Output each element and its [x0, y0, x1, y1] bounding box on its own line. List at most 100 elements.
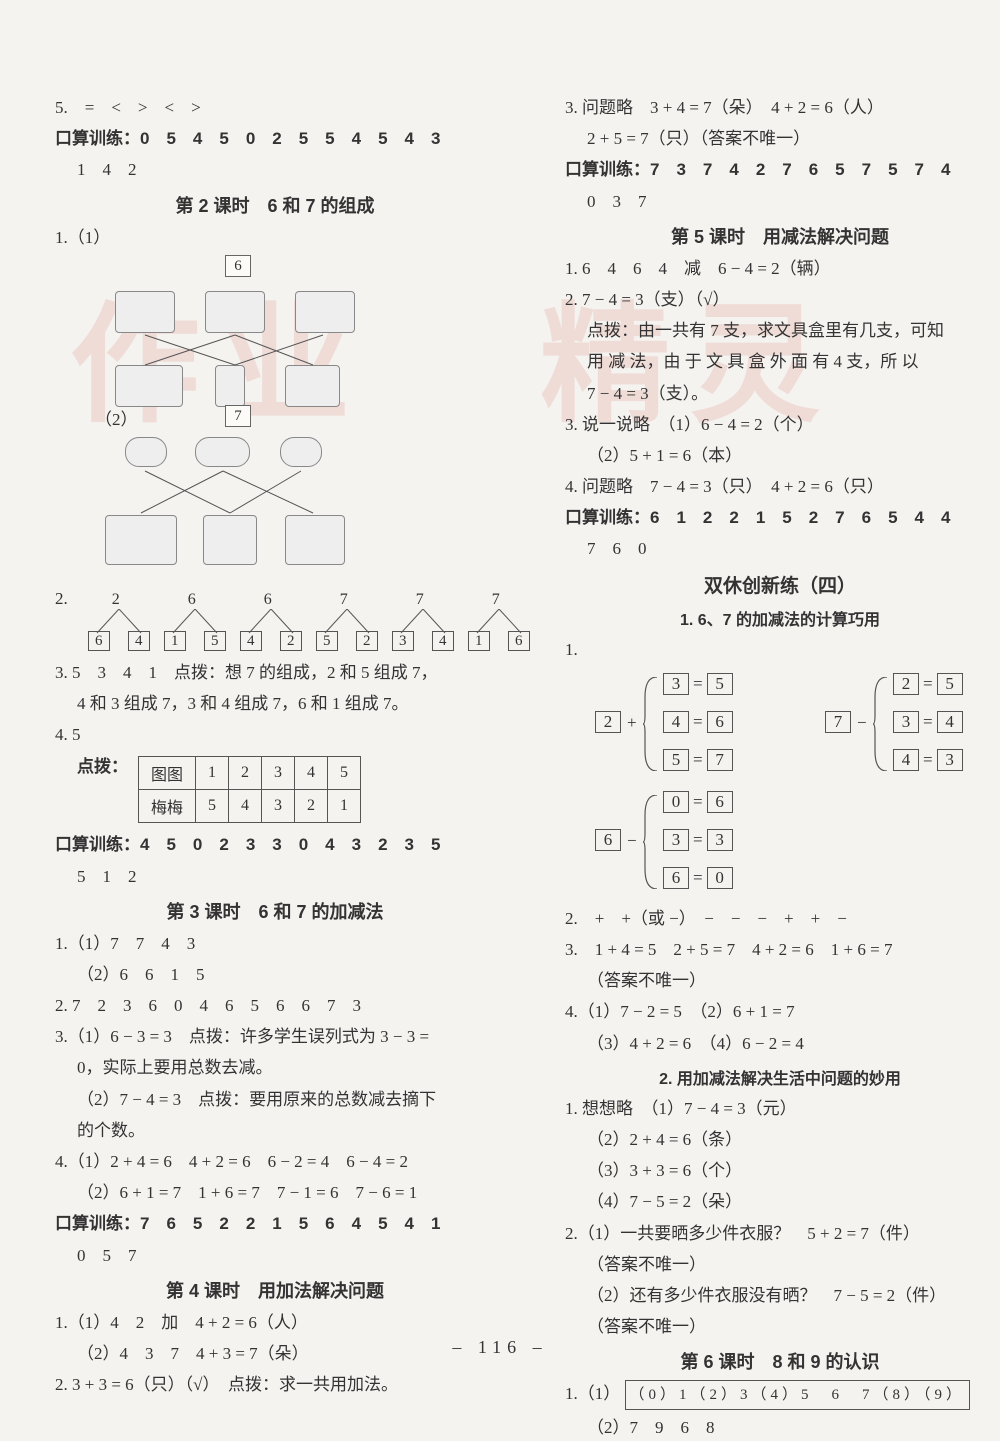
bracket-c: 6−0=63=36=0 [595, 787, 775, 897]
r-kousuan1a: 口算训练：7 3 7 4 2 7 6 5 7 5 7 4 [565, 156, 995, 183]
sec4-title: 第 4 课时 用加法解决问题 [55, 1277, 495, 1303]
s6-q1a: 1.（1） （0）1（2）3（4）5 6 7（8）（9） [565, 1380, 995, 1410]
q5: 5. = < > < > [55, 94, 495, 121]
sx-q1: 1. [565, 636, 995, 663]
sx-q3b: （答案不唯一） [565, 967, 995, 994]
q4: 4. 5 [55, 721, 495, 748]
splits-row: 264615642752734716 [88, 591, 530, 651]
diagram-compose-6-7: 6 （2） 7 [95, 255, 385, 585]
split-item: 716 [468, 591, 530, 651]
s5-q2b: 点拨：由一共有 7 支，求文具盒里有几支，可知 [565, 317, 995, 344]
sx-sub1: 1. 6、7 的加减法的计算巧用 [565, 606, 995, 630]
s5-q2d: 7 − 4 = 3（支）。 [565, 380, 995, 407]
kousuan-2b: 5 1 2 [55, 863, 495, 890]
q3b: 4 和 3 组成 7，3 和 4 组成 7，6 和 1 组成 7。 [55, 690, 495, 717]
sx-q4b: （3）4 + 2 = 6 （4）6 − 2 = 4 [565, 1030, 995, 1057]
table-cell: 4 [229, 790, 262, 823]
s6-q1a-prefix: 1.（1） [565, 1384, 620, 1403]
s3-q1a: 1.（1）7 7 4 3 [55, 930, 495, 957]
cluster [205, 291, 265, 333]
bracket-row-1: 2+3=54=65=7 7−2=53=44=3 [595, 669, 995, 779]
r-kousuan2b: 7 6 0 [565, 535, 995, 562]
p2-q2a: 2.（1）一共要晒多少件衣服？ 5 + 2 = 7（件） [565, 1220, 995, 1247]
s3-q3a: 3.（1）6 − 3 = 3 点拨：许多学生误列式为 3 − 3 = [55, 1023, 495, 1050]
bracket-b: 7−2=53=44=3 [825, 669, 995, 779]
p2-q2c: （2）还有多少件衣服没有晒？ 7 − 5 = 2（件） [565, 1282, 995, 1309]
cluster [215, 365, 245, 407]
s5-q4: 4. 问题略 7 − 4 = 3（只） 4 + 2 = 6（只） [565, 473, 995, 500]
s5-q1: 1. 6 4 6 4 减 6 − 4 = 2（辆） [565, 255, 995, 282]
cluster [195, 437, 250, 467]
kousuan-1b: 1 4 2 [55, 156, 495, 183]
page-columns: 5. = < > < > 口算训练：0 5 4 5 0 2 5 5 4 5 4 … [55, 90, 955, 1290]
bracket-a: 2+3=54=65=7 [595, 669, 765, 779]
q4-table: 图图12345 梅梅54321 [138, 756, 361, 823]
sx-title: 双休创新练（四） [565, 571, 995, 598]
kousuan-1a: 口算训练：0 5 4 5 0 2 5 5 4 5 4 3 [55, 125, 495, 152]
split-item: 615 [164, 591, 226, 651]
table-cell: 5 [328, 757, 361, 790]
right-column: 3. 问题略 3 + 4 = 7（朵） 4 + 2 = 6（人） 2 + 5 =… [565, 90, 995, 1290]
q4-hint: 点拨： [55, 752, 128, 777]
table-cell: 2 [229, 757, 262, 790]
p2-q1c: （3）3 + 3 = 6（个） [565, 1157, 995, 1184]
cluster [203, 515, 257, 565]
kousuan-3b: 0 5 7 [55, 1242, 495, 1269]
p2-q1d: （4）7 − 5 = 2（朵） [565, 1188, 995, 1215]
box-7: 7 [225, 405, 251, 427]
s6-q1b: （2）7 9 6 8 [565, 1414, 995, 1441]
r-kousuan1b: 0 3 7 [565, 188, 995, 215]
split-item: 734 [392, 591, 454, 651]
cross-lines [95, 333, 375, 369]
table-cell: 2 [295, 790, 328, 823]
sec2-title: 第 2 课时 6 和 7 的组成 [55, 192, 495, 218]
cluster [125, 437, 167, 467]
s3-q3c: （2）7 − 4 = 3 点拨：要用原来的总数减去摘下 [55, 1086, 495, 1113]
cluster [280, 437, 322, 467]
r-q3b: 2 + 5 = 7（只）（答案不唯一） [565, 125, 995, 152]
kousuan-3a: 口算训练：7 6 5 2 2 1 5 6 4 5 4 1 [55, 1210, 495, 1237]
s5-q3b: （2）5 + 1 = 6（本） [565, 442, 995, 469]
s3-q1b: （2）6 6 1 5 [55, 961, 495, 988]
table-cell: 梅梅 [139, 790, 196, 823]
s3-q3b: 0，实际上要用总数去减。 [55, 1054, 495, 1081]
table-cell: 3 [262, 790, 295, 823]
q1-sub2: （2） [95, 405, 138, 430]
table-cell: 3 [262, 757, 295, 790]
split-item: 642 [240, 591, 302, 651]
q1-label: 1.（1） [55, 224, 495, 251]
sec3-title: 第 3 课时 6 和 7 的加减法 [55, 898, 495, 924]
cluster [115, 365, 183, 407]
s5-q2a: 2. 7 − 4 = 3（支）（√） [565, 286, 995, 313]
p2-q1a: 1. 想想略 （1）7 − 4 = 3（元） [565, 1095, 995, 1122]
table-cell: 1 [196, 757, 229, 790]
page-number: – 116 – [0, 1337, 1000, 1358]
number-line-box: （0）1（2）3（4）5 6 7（8）（9） [625, 1380, 971, 1410]
cluster [285, 515, 345, 565]
s4-q1a: 1.（1）4 2 加 4 + 2 = 6（人） [55, 1309, 495, 1336]
s4-q2: 2. 3 + 3 = 6（只）（√） 点拨：求一共用加法。 [55, 1371, 495, 1398]
cluster [295, 291, 355, 333]
table-cell: 图图 [139, 757, 196, 790]
q3a: 3. 5 3 4 1 点拨：想 7 的组成，2 和 5 组成 7， [55, 659, 495, 686]
sx-sub2: 2. 用加减法解决生活中问题的妙用 [565, 1065, 995, 1089]
sx-q4a: 4.（1）7 − 2 = 5 （2）6 + 1 = 7 [565, 998, 995, 1025]
q2-label: 2. [55, 589, 68, 609]
s3-q4a: 4.（1）2 + 4 = 6 4 + 2 = 6 6 − 2 = 4 6 − 4… [55, 1148, 495, 1175]
sec5-title: 第 5 课时 用减法解决问题 [565, 223, 995, 249]
cluster [115, 291, 175, 333]
s5-q3a: 3. 说一说略 （1）6 − 4 = 2（个） [565, 411, 995, 438]
cross-lines-2 [95, 469, 375, 517]
p2-q2b: （答案不唯一） [565, 1251, 995, 1278]
s5-q2c: 用 减 法，由 于 文 具 盒 外 面 有 4 支，所 以 [565, 348, 995, 375]
cluster [285, 365, 340, 407]
p2-q1b: （2）2 + 4 = 6（条） [565, 1126, 995, 1153]
left-column: 5. = < > < > 口算训练：0 5 4 5 0 2 5 5 4 5 4 … [55, 90, 495, 1290]
cluster [105, 515, 177, 565]
split-item: 752 [316, 591, 378, 651]
s3-q4b: （2）6 + 1 = 7 1 + 6 = 7 7 − 1 = 6 7 − 6 =… [55, 1179, 495, 1206]
table-cell: 4 [295, 757, 328, 790]
sx-q3a: 3. 1 + 4 = 5 2 + 5 = 7 4 + 2 = 6 1 + 6 =… [565, 936, 995, 963]
r-q3a: 3. 问题略 3 + 4 = 7（朵） 4 + 2 = 6（人） [565, 94, 995, 121]
sx-q2: 2. + +（或 −） − − − + + − [565, 905, 995, 932]
